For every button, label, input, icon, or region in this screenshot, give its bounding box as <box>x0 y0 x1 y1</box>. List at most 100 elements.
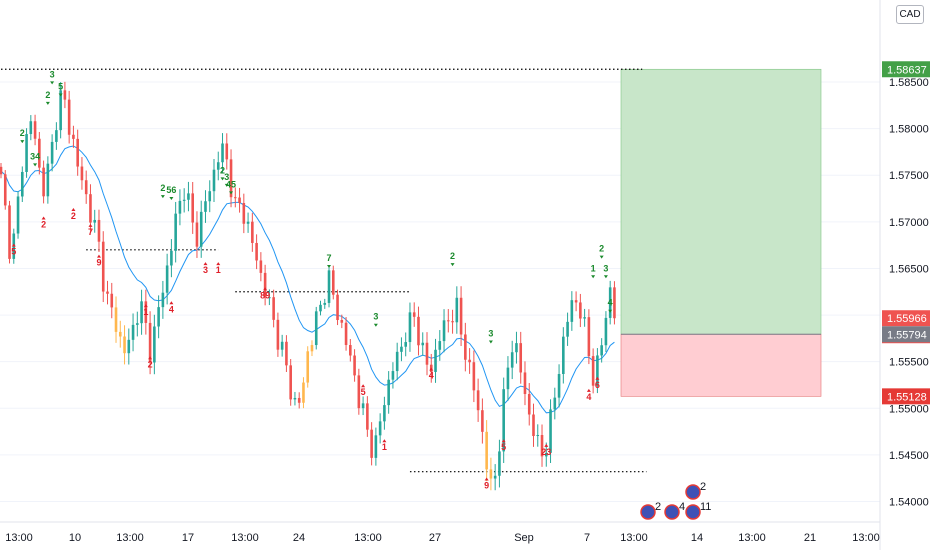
current-price-tag: 1.55966 <box>887 313 927 325</box>
candle-body <box>263 272 267 298</box>
candle-body <box>21 171 24 197</box>
candle-body <box>199 211 203 247</box>
candle-body <box>110 293 114 308</box>
candle-body <box>182 199 186 201</box>
candle-body <box>33 121 37 139</box>
candle-body <box>357 375 361 409</box>
td-label: 3 <box>603 263 608 273</box>
candle-body <box>161 292 165 308</box>
candle-body <box>383 405 386 422</box>
td-arrow <box>229 191 234 195</box>
y-axis[interactable]: 1.585001.580001.575001.570001.565001.560… <box>889 77 929 508</box>
candle-body <box>84 180 88 195</box>
candle-body <box>251 221 254 243</box>
candle-body <box>366 403 369 430</box>
current-price-tag-bg <box>882 310 930 327</box>
candle-body <box>549 409 552 453</box>
candle-body <box>204 201 207 212</box>
candle-body <box>370 429 373 458</box>
candles <box>0 81 616 491</box>
td-label: 5 <box>11 246 16 256</box>
td-label: 4 <box>429 370 434 380</box>
candle-body <box>340 320 344 323</box>
x-tick-label: 13:00 <box>620 532 648 544</box>
candle-body <box>42 167 45 197</box>
candle-body <box>400 346 403 352</box>
candle-body <box>297 397 301 403</box>
candle-body <box>527 394 531 415</box>
currency-badge[interactable]: CAD <box>896 5 924 24</box>
candle-body <box>425 342 429 365</box>
candle-body <box>38 138 41 168</box>
candle-body <box>579 302 582 319</box>
candle-body <box>587 317 591 357</box>
candle-body <box>481 410 484 432</box>
event-marker-count: 2 <box>655 501 661 513</box>
candle-body <box>438 341 442 350</box>
y-tick-label: 1.58000 <box>889 124 929 136</box>
td-arrow <box>41 216 46 220</box>
candle-body <box>434 349 437 372</box>
x-tick-label: 13:00 <box>231 532 259 544</box>
y-tick-label: 1.58500 <box>889 77 929 89</box>
candle-body <box>3 174 7 206</box>
candle-body <box>323 302 327 305</box>
stop-loss-tag: 1.55128 <box>887 391 927 403</box>
td-arrow <box>11 243 16 247</box>
event-markers[interactable]: 2 4 2 11 <box>640 481 711 520</box>
event-marker-icon <box>640 504 656 520</box>
td-arrow <box>50 81 55 85</box>
td-arrow <box>220 177 225 181</box>
candle-body <box>289 365 292 400</box>
candle-body <box>136 323 139 325</box>
td-arrow <box>216 262 221 266</box>
td-label: 6 <box>595 380 600 390</box>
event-marker-count: 4 <box>679 501 685 513</box>
candle-body <box>447 320 450 322</box>
candle-body <box>59 90 62 131</box>
td-label: 4 <box>608 298 613 308</box>
candle-body <box>216 162 220 170</box>
td-arrow <box>608 309 613 313</box>
candle-body <box>16 196 20 234</box>
candle-body <box>336 294 339 321</box>
candle-body <box>170 250 173 266</box>
td-label: 2 <box>41 219 46 229</box>
td-label: 2 <box>148 359 153 369</box>
candle-body <box>25 134 28 172</box>
candle-body <box>331 270 335 295</box>
candle-body <box>596 355 599 386</box>
candle-body <box>536 434 540 437</box>
td-label: 1 <box>591 263 596 273</box>
td-arrow <box>160 195 165 199</box>
td-label: 3 <box>224 172 229 182</box>
candle-body <box>123 336 126 354</box>
candle-body <box>118 331 122 337</box>
candle-body <box>153 326 156 363</box>
td-label: 45 <box>226 179 236 189</box>
candle-body <box>408 312 412 343</box>
td-label: 2 <box>220 165 225 175</box>
td-arrow <box>586 388 591 392</box>
x-tick-label: 7 <box>584 532 590 544</box>
td-arrow <box>33 163 38 167</box>
candle-body <box>544 452 548 457</box>
candle-body <box>238 197 241 204</box>
candle-body <box>29 121 33 135</box>
td-label: 3 <box>488 329 493 339</box>
position-zones[interactable] <box>620 68 822 397</box>
td-label: 1 <box>143 307 148 317</box>
x-tick-label: 13:00 <box>738 532 766 544</box>
candle-body <box>8 205 11 259</box>
x-axis[interactable]: 13:00 10 13:00 17 13:00 24 13:00 27 Sep 7 13:00 14 1… <box>5 532 880 544</box>
candle-body <box>187 193 190 200</box>
profit-zone <box>620 68 822 335</box>
candle-body <box>604 317 608 346</box>
x-tick-label: 13:00 <box>5 532 33 544</box>
candle-body <box>63 90 67 100</box>
candle-body <box>361 403 365 409</box>
candle-body <box>391 371 395 380</box>
candle-body <box>242 203 246 224</box>
td-label: 2 <box>450 251 455 261</box>
